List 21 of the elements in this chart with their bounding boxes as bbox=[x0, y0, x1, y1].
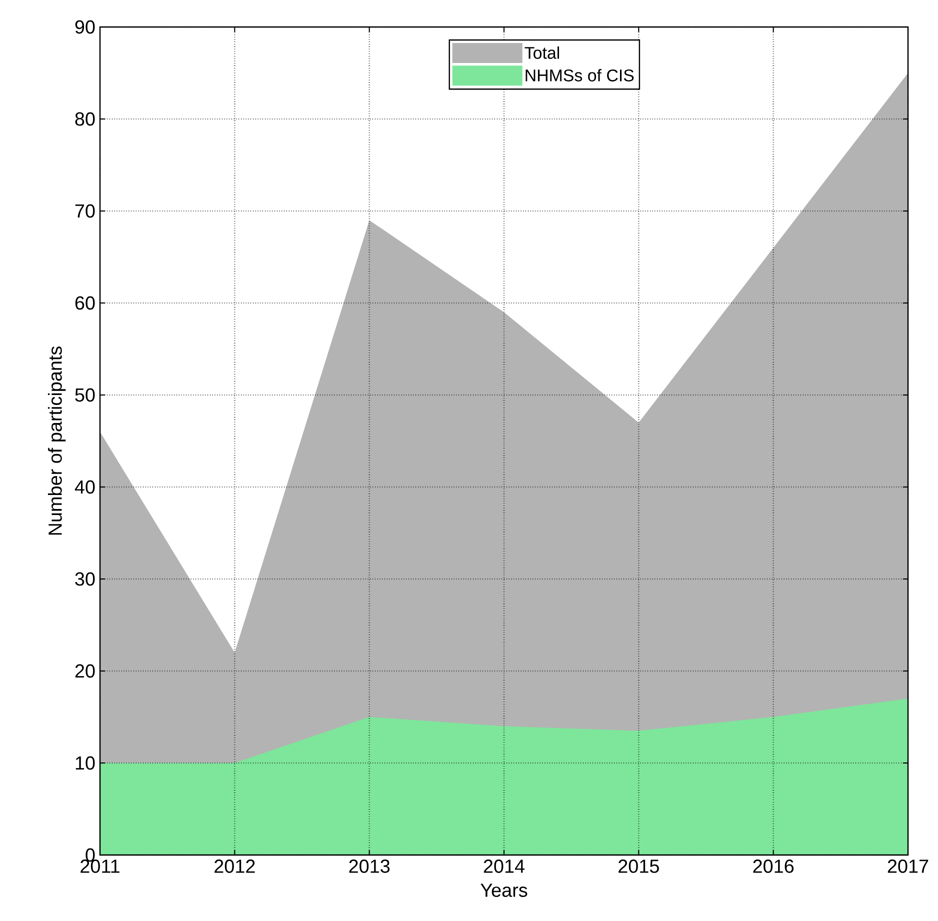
y-tick-label: 30 bbox=[75, 572, 95, 586]
y-tick-label: 20 bbox=[75, 664, 95, 678]
y-tick-label: 60 bbox=[75, 296, 95, 310]
x-tick-label: 2016 bbox=[753, 860, 794, 873]
y-tick-label: 80 bbox=[75, 112, 95, 126]
y-tick-label: 40 bbox=[74, 480, 95, 494]
y-tick-label: 50 bbox=[75, 388, 95, 402]
legend-label: NHMSs of CIS bbox=[526, 69, 634, 82]
y-tick-label: 90 bbox=[75, 20, 95, 34]
y-tick-label: 10 bbox=[76, 756, 95, 770]
y-tick-label: 70 bbox=[75, 204, 95, 218]
y-axis-title: Number of participants bbox=[48, 346, 66, 535]
x-tick-label: 2012 bbox=[214, 860, 255, 873]
x-tick-label: 2013 bbox=[349, 860, 390, 873]
x-tick-label: 2015 bbox=[618, 860, 659, 873]
x-tick-label: 2014 bbox=[484, 860, 524, 873]
x-tick-label: 2011 bbox=[80, 860, 120, 873]
legend-label: Total bbox=[524, 46, 560, 59]
x-axis-title: Years bbox=[480, 884, 528, 897]
y-tick-label: 0 bbox=[86, 848, 95, 862]
x-tick-label: 2017 bbox=[888, 860, 928, 873]
